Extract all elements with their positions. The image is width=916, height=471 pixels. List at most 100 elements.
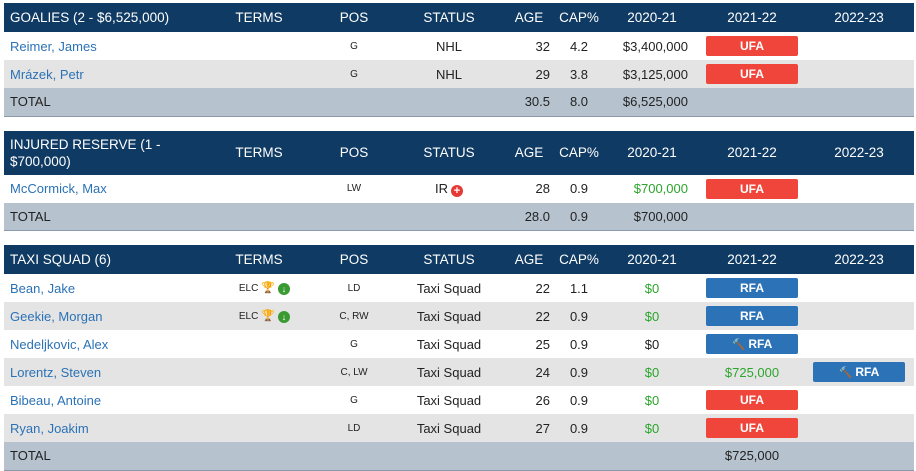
cap-cell: 4.2 xyxy=(569,38,589,54)
col-cap[interactable]: CAP% xyxy=(559,252,599,267)
col-pos[interactable]: POS xyxy=(339,145,369,160)
terms-cell xyxy=(204,32,314,60)
player-link[interactable]: Geekie, Morgan xyxy=(10,308,103,324)
col-2022-23[interactable]: 2022-23 xyxy=(834,252,884,267)
col-pos[interactable]: POS xyxy=(339,10,369,25)
player-link[interactable]: Bean, Jake xyxy=(10,280,76,296)
goalies-table: GOALIES (2 - $6,525,000) TERMS POS STATU… xyxy=(4,3,914,117)
taxi-squad-table: TAXI SQUAD (6) TERMS POS STATUS AGE CAP%… xyxy=(4,245,914,471)
pos-cell: G xyxy=(350,338,358,350)
total-cap: 0.9 xyxy=(569,208,589,224)
ufa-badge[interactable]: UFA xyxy=(706,36,798,56)
col-cap[interactable]: CAP% xyxy=(559,10,599,25)
table-row: McCormick, Max LW IR + 28 0.9 $700,000 UF… xyxy=(4,174,914,203)
pos-cell: LD xyxy=(347,282,361,294)
gavel-icon: 🔨 xyxy=(838,367,853,379)
cap-cell: 0.9 xyxy=(569,181,589,196)
col-terms[interactable]: TERMS xyxy=(235,252,283,267)
table-row: Bean, Jake ELC 🏆 ↓ LD Taxi Squad 22 1.1 $0… xyxy=(4,274,914,302)
terms-cell xyxy=(204,358,314,386)
col-pos[interactable]: POS xyxy=(339,252,369,267)
total-age: 28.0 xyxy=(524,208,550,224)
age-cell: 29 xyxy=(535,66,550,82)
taxi-title[interactable]: TAXI SQUAD (6) xyxy=(10,252,112,267)
status-cell: Taxi Squad xyxy=(416,336,482,352)
col-2021-22[interactable]: 2021-22 xyxy=(727,145,777,160)
terms-cell: ELC 🏆 ↓ xyxy=(204,302,314,330)
col-2022-23[interactable]: 2022-23 xyxy=(834,10,884,25)
total-row: TOTAL 28.0 0.9 $700,000 xyxy=(4,202,914,231)
trophy-icon: 🏆 xyxy=(261,310,275,322)
status-cell: Taxi Squad xyxy=(416,308,482,324)
col-status[interactable]: STATUS xyxy=(423,10,475,25)
col-age[interactable]: AGE xyxy=(514,10,544,25)
col-terms[interactable]: TERMS xyxy=(235,10,283,25)
player-link[interactable]: Mrázek, Petr xyxy=(10,66,84,82)
player-link[interactable]: Nedeljkovic, Alex xyxy=(10,336,109,352)
ufa-badge[interactable]: UFA xyxy=(706,390,798,410)
player-link[interactable]: Bibeau, Antoine xyxy=(10,392,102,408)
col-cap[interactable]: CAP% xyxy=(559,145,599,160)
terms-cell xyxy=(204,414,314,442)
down-arrow-icon: ↓ xyxy=(278,283,290,295)
table-row: Ryan, Joakim LD Taxi Squad 27 0.9 $0 UFA xyxy=(4,414,914,442)
goalies-title[interactable]: GOALIES (2 - $6,525,000) xyxy=(10,10,170,25)
col-2022-23[interactable]: 2022-23 xyxy=(834,145,884,160)
col-terms[interactable]: TERMS xyxy=(235,145,283,160)
ufa-badge[interactable]: UFA xyxy=(706,178,798,199)
age-cell: 22 xyxy=(535,308,550,324)
cap-cell: 0.9 xyxy=(569,420,589,436)
col-2020-21[interactable]: 2020-21 xyxy=(627,252,677,267)
rfa-badge[interactable]: RFA xyxy=(706,278,798,298)
player-link[interactable]: Reimer, James xyxy=(10,38,97,54)
age-cell: 24 xyxy=(535,364,550,380)
col-2020-21[interactable]: 2020-21 xyxy=(627,145,677,160)
ufa-badge[interactable]: UFA xyxy=(706,418,798,438)
col-status[interactable]: STATUS xyxy=(423,252,475,267)
age-cell: 28 xyxy=(535,181,550,196)
rfa-badge[interactable]: RFA xyxy=(706,306,798,326)
terms-cell: ELC 🏆 ↓ xyxy=(204,274,314,302)
cap-cell: 1.1 xyxy=(569,280,589,296)
col-age[interactable]: AGE xyxy=(514,252,544,267)
total-row: TOTAL 30.5 8.0 $6,525,000 xyxy=(4,88,914,116)
player-link[interactable]: Lorentz, Steven xyxy=(10,364,102,380)
col-2020-21[interactable]: 2020-21 xyxy=(627,10,677,25)
player-link[interactable]: Ryan, Joakim xyxy=(10,420,89,436)
cap-cell: 0.9 xyxy=(569,392,589,408)
down-arrow-icon: ↓ xyxy=(278,311,290,323)
cap-cell: 0.9 xyxy=(569,308,589,324)
age-cell: 25 xyxy=(535,336,550,352)
table-row: Mrázek, Petr G NHL 29 3.8 $3,125,000 UFA xyxy=(4,60,914,88)
total-label: TOTAL xyxy=(10,94,51,110)
col-status[interactable]: STATUS xyxy=(423,145,475,160)
total-label: TOTAL xyxy=(10,208,51,224)
injured-header: INJURED RESERVE (1 - $700,000) TERMS POS… xyxy=(4,130,914,175)
injured-reserve-table: INJURED RESERVE (1 - $700,000) TERMS POS… xyxy=(4,130,914,232)
rfa-arbitration-badge[interactable]: 🔨 RFA xyxy=(813,362,905,382)
col-age[interactable]: AGE xyxy=(514,145,544,160)
gavel-icon: 🔨 xyxy=(731,339,746,351)
salary-cell: $0 xyxy=(644,280,660,296)
salary-cell: $0 xyxy=(644,364,660,380)
pos-cell: LD xyxy=(347,422,361,434)
table-row: Geekie, Morgan ELC 🏆 ↓ C, RW Taxi Squad 22… xyxy=(4,302,914,330)
salary-cell: $0 xyxy=(644,420,660,436)
terms-cell xyxy=(204,386,314,414)
table-row: Lorentz, Steven C, LW Taxi Squad 24 0.9 … xyxy=(4,358,914,386)
pos-cell: G xyxy=(350,394,358,406)
pos-cell: C, RW xyxy=(339,310,369,322)
table-row: Nedeljkovic, Alex G Taxi Squad 25 0.9 $0… xyxy=(4,330,914,358)
terms-cell xyxy=(204,60,314,88)
trophy-icon: 🏆 xyxy=(261,282,275,294)
terms-cell xyxy=(204,175,314,203)
col-2021-22[interactable]: 2021-22 xyxy=(727,252,777,267)
injured-title[interactable]: INJURED RESERVE (1 - $700,000) xyxy=(10,136,161,169)
ufa-badge[interactable]: UFA xyxy=(706,64,798,84)
cap-cell: 0.9 xyxy=(569,336,589,352)
total-salary-next: $725,000 xyxy=(724,448,780,464)
col-2021-22[interactable]: 2021-22 xyxy=(727,10,777,25)
total-salary: $6,525,000 xyxy=(622,94,688,110)
player-link[interactable]: McCormick, Max xyxy=(10,181,107,196)
rfa-arbitration-badge[interactable]: 🔨 RFA xyxy=(706,334,798,354)
